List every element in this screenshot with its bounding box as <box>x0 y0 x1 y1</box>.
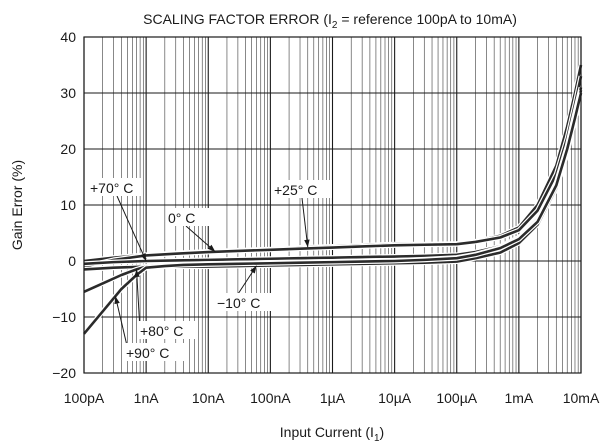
callout-bg-80c <box>138 321 198 339</box>
leader-arrowhead-90c <box>114 296 120 305</box>
chart-title-suffix: = reference 100pA to 10mA) <box>337 11 516 27</box>
leader-line-80c <box>136 269 141 331</box>
leader-arrowhead-70c <box>140 253 147 261</box>
chart-title-prefix: SCALING FACTOR ERROR (I <box>143 11 332 27</box>
plot-frame <box>83 36 582 374</box>
callout-bg-minus10c <box>215 293 275 311</box>
y-tick-label: −20 <box>52 365 76 381</box>
leader-arrowhead-25c <box>304 239 310 248</box>
y-tick-label: −10 <box>52 309 76 325</box>
leader-arrowhead-10c <box>250 265 257 274</box>
leader-line-70c <box>116 195 147 262</box>
series-line-90c <box>83 92 583 335</box>
callout-label-80c: +80° C <box>140 323 183 339</box>
x-axis-title-suffix: ) <box>380 424 385 440</box>
y-tick-label: 10 <box>60 197 76 213</box>
callout-bg-0c <box>166 208 210 226</box>
callout-leaders <box>114 195 310 351</box>
x-tick-label: 10µA <box>378 390 412 406</box>
x-tick-label: 1mA <box>504 390 533 406</box>
callout-bg-70c <box>88 178 142 196</box>
x-axis-title: Input Current (I1) <box>280 424 384 444</box>
leader-line-90c <box>114 296 129 351</box>
y-axis-title: Gain Error (%) <box>9 160 25 250</box>
callout-label-25c: +25° C <box>274 182 317 198</box>
tick-labels: 100pA 1nA 10nA 100nA 1µA 10µA 100µA 1mA 10mA −20 −… <box>52 29 600 406</box>
callout-bg-25c <box>272 180 332 198</box>
grid <box>83 36 582 374</box>
y-tick-label: 20 <box>60 141 76 157</box>
leader-line-25c <box>301 197 309 248</box>
leader-arrowhead-80c <box>134 269 140 278</box>
x-tick-label: 10nA <box>192 390 225 406</box>
x-tick-label: 100nA <box>250 390 291 406</box>
callout-bg-90c <box>124 343 184 361</box>
x-tick-label: 10mA <box>563 390 600 406</box>
callouts: +70° C 0° C +25° C −10° C +80° C +90° C <box>88 178 332 361</box>
callout-label-0c: 0° C <box>168 210 195 226</box>
x-axis-title-prefix: Input Current (I <box>280 424 374 440</box>
chart-title: SCALING FACTOR ERROR (I2 = reference 100… <box>143 11 517 31</box>
y-tick-label: 30 <box>60 85 76 101</box>
callout-label-90c: +90° C <box>126 345 169 361</box>
x-axis-title-subscript: 1 <box>374 433 380 444</box>
x-tick-label: 100µA <box>436 390 477 406</box>
y-tick-label: 40 <box>60 29 76 45</box>
x-tick-label: 1nA <box>134 390 160 406</box>
chart-title-subscript: 2 <box>332 20 338 31</box>
callout-label-70c: +70° C <box>90 180 133 196</box>
y-tick-label: 0 <box>68 253 76 269</box>
leader-arrowhead-0c <box>207 244 216 252</box>
callout-label-minus10c: −10° C <box>217 295 260 311</box>
x-tick-label: 1µA <box>320 390 346 406</box>
x-tick-label: 100pA <box>64 390 105 406</box>
series-line-0c <box>83 75 583 268</box>
series-group <box>82 64 584 336</box>
